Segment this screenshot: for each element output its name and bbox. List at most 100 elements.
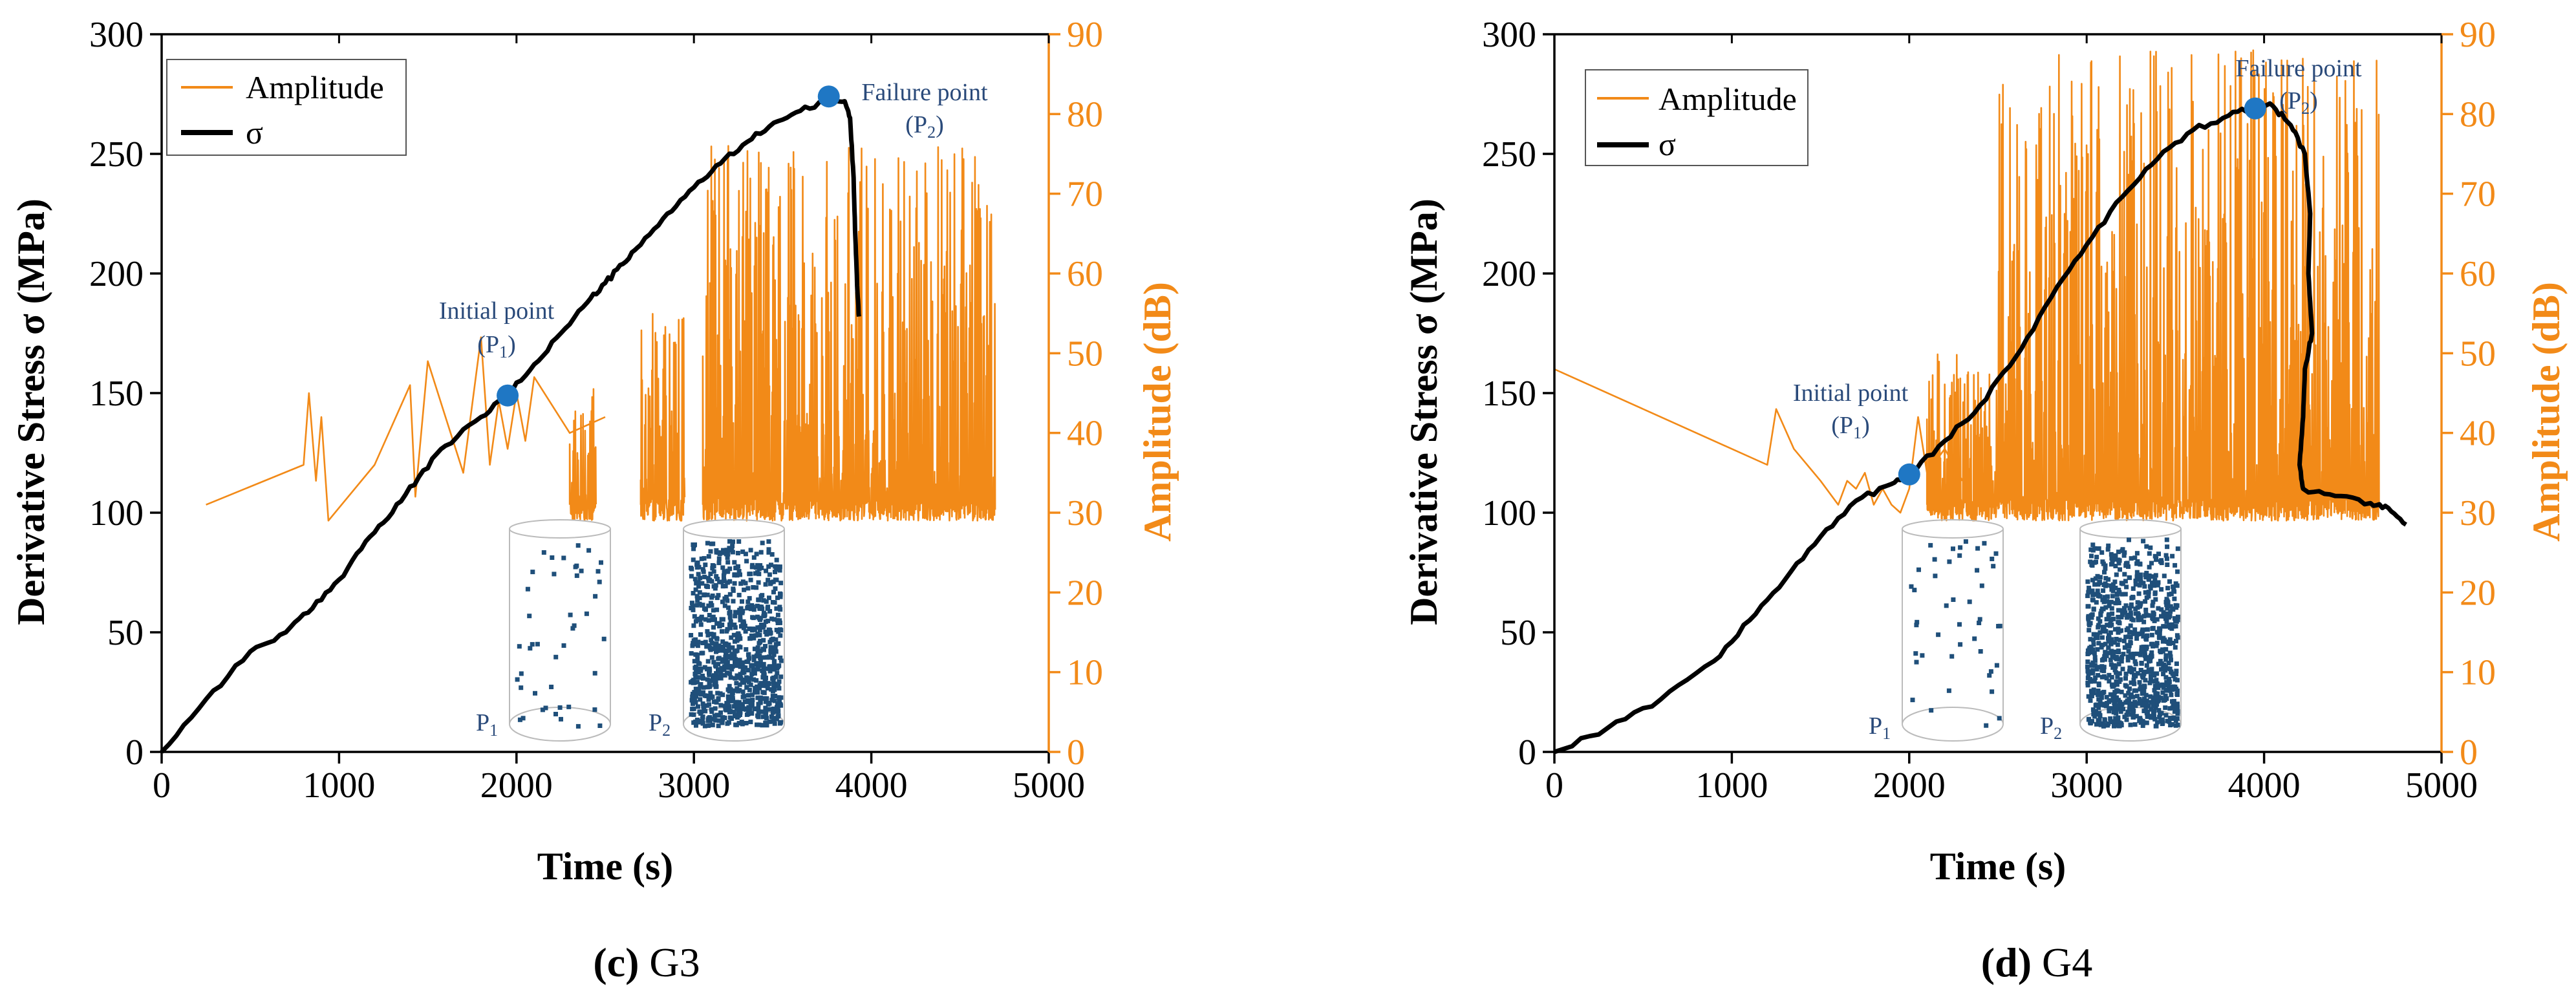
scatter-dot xyxy=(694,723,698,728)
scatter-dot xyxy=(764,676,768,680)
scatter-dot xyxy=(778,658,784,663)
scatter-dot xyxy=(2147,584,2152,589)
y-axis-label-left: Derivative Stress σ (MPa) xyxy=(1402,198,1445,625)
scatter-dot xyxy=(2109,599,2114,605)
initial-point-label: Initial point xyxy=(439,297,555,325)
scatter-dot xyxy=(2128,612,2133,617)
scatter-dot xyxy=(2091,637,2096,643)
scatter-dot xyxy=(2092,655,2098,660)
scatter-dot xyxy=(771,590,776,595)
scatter-dot xyxy=(2127,707,2132,712)
scatter-dot xyxy=(769,714,774,720)
scatter-dot xyxy=(730,550,735,555)
scatter-dot xyxy=(744,712,749,717)
scatter-dot xyxy=(2132,700,2137,705)
scatter-dot xyxy=(691,712,696,717)
failure-point-marker xyxy=(2244,97,2266,120)
scatter-dot xyxy=(2140,645,2145,650)
scatter-dot xyxy=(2112,579,2118,584)
scatter-dot xyxy=(778,674,784,680)
scatter-dot xyxy=(2167,667,2173,672)
scatter-dot xyxy=(2107,612,2112,617)
scatter-dot xyxy=(2086,590,2091,595)
scatter-dot xyxy=(778,607,783,612)
scatter-dot xyxy=(696,670,702,675)
scatter-dot xyxy=(775,612,780,617)
scatter-dot xyxy=(719,647,724,652)
scatter-dot xyxy=(2132,627,2138,632)
scatter-dot xyxy=(2112,626,2118,632)
scatter-dot xyxy=(2121,638,2127,643)
scatter-dot xyxy=(2127,696,2132,701)
scatter-dot xyxy=(2099,550,2105,555)
scatter-dot xyxy=(717,551,722,557)
scatter-dot xyxy=(2154,671,2160,676)
scatter-dot xyxy=(2085,579,2090,584)
scatter-dot xyxy=(743,629,748,634)
scatter-dot xyxy=(725,655,731,660)
scatter-dot xyxy=(2128,610,2133,615)
scatter-dot xyxy=(2129,701,2134,706)
scatter-dot xyxy=(748,682,753,687)
y-tick-label-right: 50 xyxy=(1067,334,1103,374)
scatter-dot xyxy=(2171,607,2176,612)
scatter-dot xyxy=(756,580,761,585)
scatter-dot xyxy=(696,661,701,666)
scatter-dot xyxy=(769,580,774,585)
scatter-dot xyxy=(2144,544,2149,549)
scatter-dot xyxy=(2096,616,2101,621)
scatter-dot xyxy=(702,556,707,561)
scatter-dot xyxy=(1936,632,1941,637)
scatter-dot xyxy=(2138,576,2143,581)
scatter-dot xyxy=(763,713,768,718)
scatter-dot xyxy=(2087,628,2092,633)
legend-stress-label: σ xyxy=(246,114,263,151)
scatter-dot xyxy=(755,645,760,650)
scatter-dot xyxy=(708,572,713,577)
scatter-dot xyxy=(2104,694,2109,700)
scatter-dot xyxy=(738,617,743,623)
scatter-dot xyxy=(2127,630,2132,635)
scatter-dot xyxy=(770,719,775,724)
scatter-dot xyxy=(707,643,711,648)
scatter-dot xyxy=(2091,642,2096,647)
scatter-dot xyxy=(2092,546,2098,551)
scatter-dot xyxy=(2142,584,2147,589)
scatter-dot xyxy=(2162,637,2167,643)
scatter-dot xyxy=(2143,636,2149,641)
scatter-dot xyxy=(553,654,559,659)
scatter-dot xyxy=(761,637,766,643)
scatter-dot xyxy=(757,625,762,630)
scatter-dot xyxy=(2107,672,2112,678)
scatter-dot xyxy=(689,633,694,637)
scatter-dot xyxy=(773,570,777,575)
scatter-dot xyxy=(2085,659,2090,664)
scatter-dot xyxy=(2170,671,2175,676)
scatter-dot xyxy=(707,715,713,720)
scatter-dot xyxy=(716,593,721,598)
scatter-dot xyxy=(738,581,744,586)
scatter-dot xyxy=(2143,646,2149,651)
scatter-dot xyxy=(778,628,784,633)
scatter-dot xyxy=(754,585,759,590)
y-tick-label-left: 50 xyxy=(1500,613,1536,653)
scatter-dot xyxy=(749,633,754,638)
scatter-dot xyxy=(689,573,694,579)
scatter-dot xyxy=(2162,683,2167,688)
scatter-dot xyxy=(2116,630,2121,635)
scatter-dot xyxy=(760,675,766,680)
scatter-dot xyxy=(559,716,563,722)
scatter-dot xyxy=(2140,691,2145,696)
scatter-dot xyxy=(731,709,736,714)
scatter-dot xyxy=(756,597,761,603)
scatter-dot xyxy=(754,678,759,683)
scatter-dot xyxy=(736,675,742,680)
scatter-dot xyxy=(2128,635,2133,639)
scatter-dot xyxy=(746,668,751,673)
scatter-dot xyxy=(2102,628,2107,634)
scatter-dot xyxy=(728,675,733,680)
scatter-dot xyxy=(748,548,753,553)
scatter-dot xyxy=(2086,614,2091,619)
scatter-dot xyxy=(751,667,757,672)
y-tick-label-left: 300 xyxy=(89,15,144,55)
